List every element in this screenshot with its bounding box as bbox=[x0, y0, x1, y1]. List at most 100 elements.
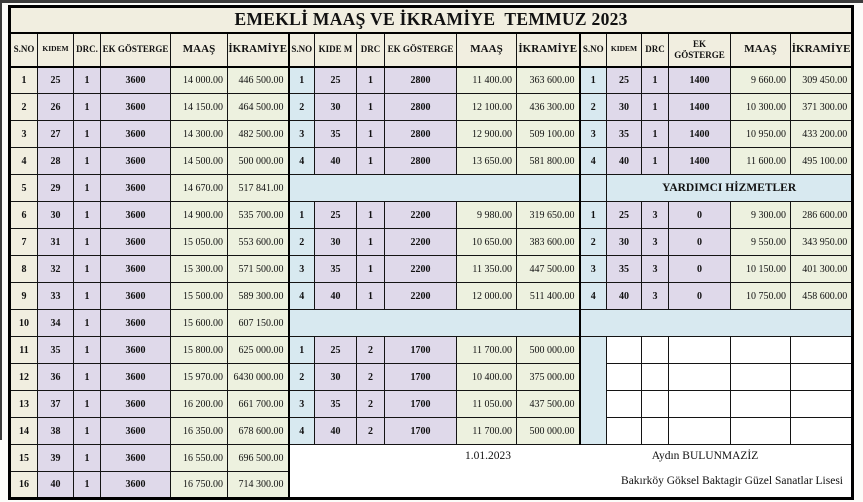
sno-cell: 5 bbox=[9, 174, 38, 202]
amount-cell: 319 650.00 bbox=[516, 201, 580, 229]
sno-cell: 1 bbox=[287, 336, 315, 364]
column-header: İKRAMİYE bbox=[789, 32, 854, 68]
amount-cell: 509 100.00 bbox=[516, 120, 580, 148]
grade-cell: 1 bbox=[73, 147, 101, 175]
amount-cell: 12 100.00 bbox=[456, 93, 517, 121]
grade-cell: 0 bbox=[668, 282, 731, 310]
sno-cell: 15 bbox=[9, 444, 38, 472]
grade-cell: 2800 bbox=[384, 66, 457, 94]
amount-cell: 12 000.00 bbox=[456, 282, 517, 310]
table-row: 3 27 1 3600 14 300.00 482 500.00 3 35 1 2800 12 90… bbox=[9, 120, 854, 148]
column-header: EK GÖSTERGE bbox=[384, 32, 457, 68]
column-header: İKRAMİYE bbox=[516, 32, 580, 68]
amount-cell: 15 970.00 bbox=[170, 363, 228, 391]
grade-cell: 1 bbox=[73, 336, 101, 364]
grade-cell: 2 bbox=[356, 363, 385, 391]
sno-cell: 7 bbox=[9, 228, 38, 256]
amount-cell: 286 600.00 bbox=[789, 201, 854, 229]
sno-cell: 2 bbox=[287, 93, 315, 121]
sno-cell: 4 bbox=[578, 147, 607, 175]
grade-cell: 3 bbox=[641, 201, 669, 229]
grade-cell: 1400 bbox=[668, 120, 731, 148]
amount-cell: 14 000.00 bbox=[170, 66, 228, 94]
section-title-cell: YARDIMCI HİZMETLER bbox=[605, 174, 854, 202]
grade-cell: 3600 bbox=[100, 174, 171, 202]
grade-cell: 3 bbox=[641, 255, 669, 283]
empty-cell bbox=[641, 336, 669, 364]
empty-cell bbox=[641, 417, 669, 445]
sno-cell: 13 bbox=[9, 390, 38, 418]
amount-cell: 401 300.00 bbox=[789, 255, 854, 283]
column-header: S.NO bbox=[9, 32, 38, 68]
grade-cell: 40 bbox=[606, 282, 642, 310]
empty-cell bbox=[641, 390, 669, 418]
column-header: DRC. bbox=[73, 32, 101, 68]
grade-cell: 1 bbox=[73, 282, 101, 310]
grade-cell: 33 bbox=[37, 282, 74, 310]
grade-cell: 1400 bbox=[668, 93, 731, 121]
column-header: EK GÖSTERGE bbox=[668, 32, 731, 68]
column-header: DRC bbox=[641, 32, 669, 68]
amount-cell: 495 100.00 bbox=[789, 147, 854, 175]
separator-band bbox=[287, 309, 580, 337]
grade-cell: 30 bbox=[606, 93, 642, 121]
empty-cell bbox=[789, 390, 854, 418]
grade-cell: 0 bbox=[668, 228, 731, 256]
amount-cell: 500 000.00 bbox=[516, 336, 580, 364]
sno-cell: 4 bbox=[287, 147, 315, 175]
column-header: EK GÖSTERGE bbox=[100, 32, 171, 68]
amount-cell: 16 200.00 bbox=[170, 390, 228, 418]
table-row: 9 33 1 3600 15 500.00 589 300.00 4 40 1 2200 12 00… bbox=[9, 282, 854, 310]
amount-cell: 14 670.00 bbox=[170, 174, 228, 202]
grade-cell: 25 bbox=[314, 201, 357, 229]
grade-cell: 0 bbox=[668, 255, 731, 283]
empty-cell bbox=[606, 417, 642, 445]
amount-cell: 11 350.00 bbox=[456, 255, 517, 283]
amount-cell: 9 980.00 bbox=[456, 201, 517, 229]
sno-cell: 14 bbox=[9, 417, 38, 445]
grade-cell: 3600 bbox=[100, 120, 171, 148]
scan-edge-artifact-top bbox=[0, 0, 863, 3]
grade-cell: 25 bbox=[606, 66, 642, 94]
grade-cell: 25 bbox=[314, 336, 357, 364]
grade-cell: 39 bbox=[37, 444, 74, 472]
table-row: 15 39 1 3600 16 550.00 696 500.00 bbox=[9, 444, 854, 499]
empty-cell bbox=[730, 363, 791, 391]
header-row: S.NO KIDEM DRC. EK GÖSTERGE MAAŞ İKRAMİYE S.NO… bbox=[9, 32, 854, 68]
amount-cell: 10 650.00 bbox=[456, 228, 517, 256]
grade-cell: 1 bbox=[356, 66, 385, 94]
column-header: S.NO bbox=[287, 32, 315, 68]
amount-cell: 375 000.00 bbox=[516, 363, 580, 391]
amount-cell: 458 600.00 bbox=[789, 282, 854, 310]
sno-cell: 2 bbox=[287, 228, 315, 256]
grade-cell: 1 bbox=[356, 282, 385, 310]
amount-cell: 15 800.00 bbox=[170, 336, 228, 364]
grade-cell: 3600 bbox=[100, 471, 171, 499]
sno-cell: 6 bbox=[9, 201, 38, 229]
grade-cell: 35 bbox=[314, 255, 357, 283]
amount-cell: 10 950.00 bbox=[730, 120, 791, 148]
empty-cell bbox=[668, 390, 731, 418]
grade-cell: 40 bbox=[37, 471, 74, 499]
table-row: 13 37 1 3600 16 200.00 661 700.00 3 35 2 1700 11 0… bbox=[9, 390, 854, 418]
grade-cell: 1 bbox=[641, 66, 669, 94]
amount-cell: 10 750.00 bbox=[730, 282, 791, 310]
empty-cell bbox=[789, 417, 854, 445]
table-row: 10 34 1 3600 15 600.00 607 150.00 bbox=[9, 309, 854, 337]
sno-cell: 16 bbox=[9, 471, 38, 499]
amount-cell: 371 300.00 bbox=[789, 93, 854, 121]
amount-cell: 11 400.00 bbox=[456, 66, 517, 94]
amount-cell: 14 500.00 bbox=[170, 147, 228, 175]
amount-cell: 11 700.00 bbox=[456, 417, 517, 445]
title-row: EMEKLİ MAAŞ VE İKRAMİYE TEMMUZ 2023 bbox=[8, 6, 854, 34]
amount-cell: 447 500.00 bbox=[516, 255, 580, 283]
grade-cell: 1 bbox=[356, 228, 385, 256]
sno-cell: 1 bbox=[578, 66, 607, 94]
grade-cell: 2 bbox=[356, 336, 385, 364]
amount-cell: 500 000.00 bbox=[516, 417, 580, 445]
grade-cell: 1 bbox=[73, 255, 101, 283]
grade-cell: 3 bbox=[641, 228, 669, 256]
empty-cell bbox=[730, 390, 791, 418]
grade-cell: 3600 bbox=[100, 309, 171, 337]
